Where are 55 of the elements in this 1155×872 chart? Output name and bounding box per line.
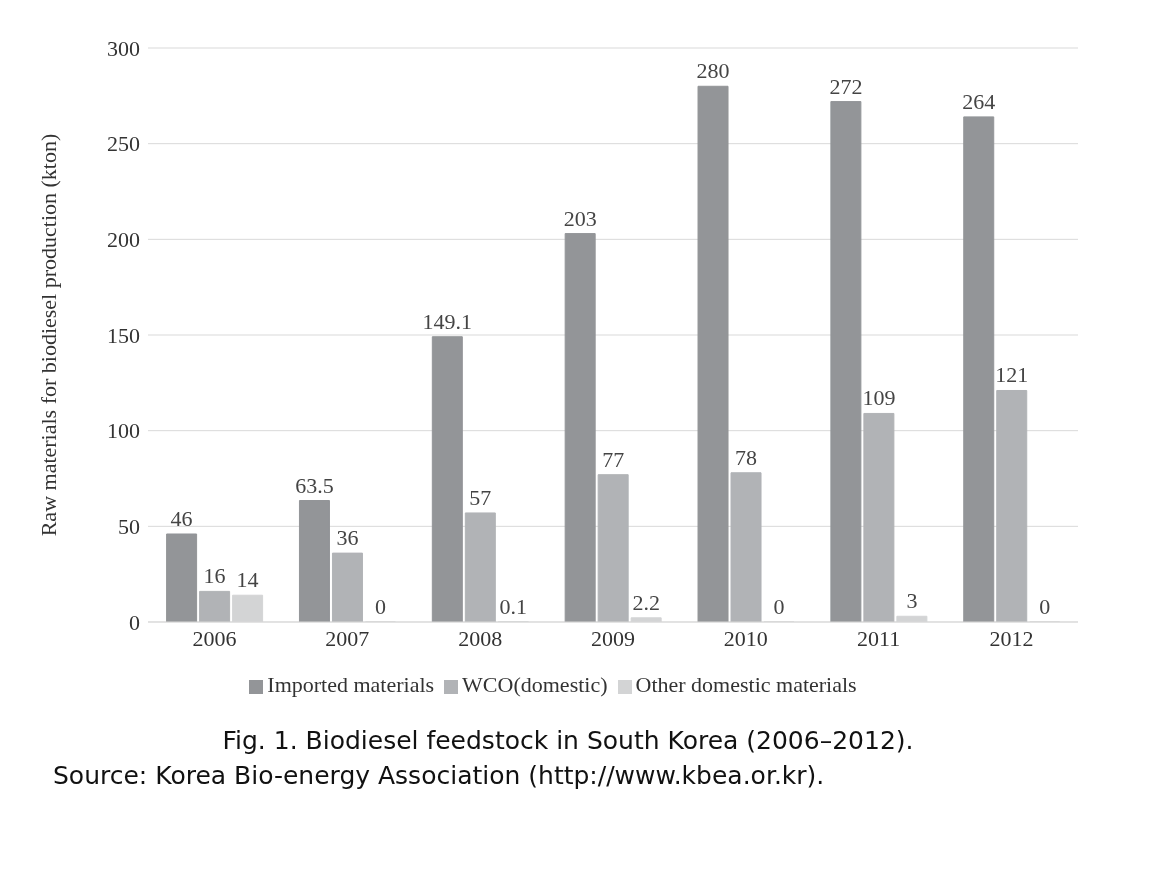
- data-label: 46: [170, 505, 193, 531]
- data-label: 57: [469, 484, 492, 510]
- x-tick-label: 2011: [857, 625, 901, 651]
- data-label: 264: [962, 88, 996, 114]
- y-tick-label: 50: [118, 514, 140, 540]
- y-tick-label: 100: [107, 418, 140, 444]
- data-label: 0.1: [499, 593, 528, 619]
- source-note: Source: Korea Bio-energy Association (http://www.kbea.or.kr).: [53, 761, 826, 790]
- data-label: 77: [602, 446, 625, 472]
- legend-label: Imported materials: [267, 672, 435, 697]
- bar: [697, 85, 729, 622]
- data-label: 0: [1039, 594, 1051, 619]
- bar: [963, 116, 995, 622]
- legend-label: Other domestic materials: [635, 672, 857, 697]
- x-tick-label: 2012: [989, 625, 1034, 651]
- y-tick-label: 300: [107, 35, 140, 61]
- bar: [199, 590, 231, 622]
- bar: [730, 472, 762, 622]
- data-label: 14: [236, 567, 259, 593]
- data-label: 149.1: [422, 308, 473, 334]
- bar: [564, 233, 596, 622]
- data-label: 272: [829, 73, 863, 99]
- bar: [298, 500, 330, 622]
- data-label: 16: [203, 563, 226, 589]
- data-label: 0: [773, 594, 785, 619]
- data-label: 3: [906, 588, 918, 614]
- x-tick-label: 2010: [723, 625, 768, 651]
- x-tick-label: 2008: [458, 625, 503, 651]
- bar: [597, 474, 629, 622]
- bar: [863, 412, 895, 622]
- data-label: 109: [862, 385, 896, 411]
- y-tick-label: 150: [107, 322, 140, 348]
- bar: [431, 336, 463, 622]
- data-label: 2.2: [632, 589, 660, 615]
- bar: [464, 512, 496, 622]
- y-tick-label: 0: [129, 609, 140, 635]
- x-tick-label: 2006: [192, 625, 237, 651]
- data-label: 121: [995, 362, 1029, 388]
- bar: [996, 389, 1028, 622]
- y-axis-title: Raw materials for biodiesel production (kton): [35, 133, 61, 537]
- data-label: 203: [563, 205, 597, 231]
- data-label: 36: [336, 525, 359, 551]
- data-label: 63.5: [295, 472, 334, 498]
- bar: [166, 533, 198, 622]
- x-tick-label: 2007: [325, 625, 370, 651]
- text: Fig. 1. Biodiesel feedstock in South Korea (2006–2012).: [221, 726, 915, 755]
- legend-label: WCO(domestic): [462, 672, 608, 697]
- bar: [830, 101, 862, 622]
- y-tick-label: 250: [107, 131, 140, 157]
- x-tick-label: 2009: [591, 625, 635, 651]
- data-label: 280: [696, 58, 730, 84]
- y-tick-label: 200: [107, 227, 140, 253]
- bar: [331, 552, 363, 622]
- data-label: 0: [374, 594, 386, 619]
- data-label: 78: [735, 444, 758, 470]
